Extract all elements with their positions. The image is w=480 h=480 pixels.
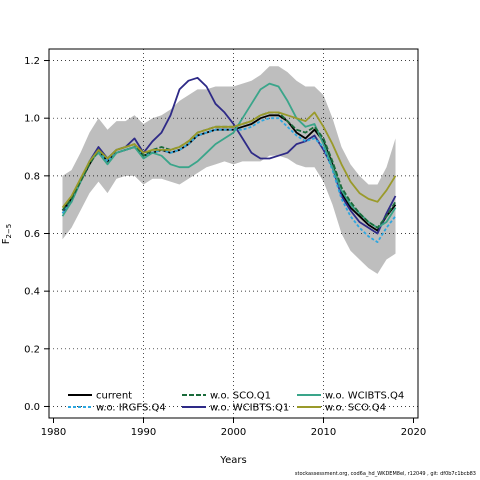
- x-tick-label: 1990: [131, 427, 156, 438]
- y-axis-title-main: F: [1, 238, 12, 244]
- x-tick-label: 2010: [311, 427, 336, 438]
- axis-layer: 1980 1990 2000 2010 2020 0.0 0.2 0.4 0.6 0.8 1.0 1.…: [24, 48, 426, 438]
- legend-label: w.o. WCIBTS.Q1: [210, 403, 289, 414]
- series-line-w-o-sco-q4: [61, 111, 397, 209]
- y-axis-title: F2−5: [1, 224, 13, 245]
- y-tick-label: 0.8: [24, 171, 40, 182]
- confidence-band: [62, 66, 396, 274]
- x-axis-title: Years: [219, 455, 246, 466]
- legend-label: w.o. IRGFS.Q4: [96, 403, 166, 414]
- y-tick-label: 0.0: [24, 402, 40, 413]
- x-tick-label: 2020: [401, 427, 426, 438]
- y-tick-label: 1.2: [24, 56, 40, 67]
- y-tick-label: 0.6: [24, 229, 40, 240]
- y-axis-title-sub: 2−5: [5, 224, 13, 239]
- confidence-band-layer: [62, 66, 396, 274]
- grid-layer: [49, 49, 418, 418]
- series-line-w-o-wcibts-q4: [61, 82, 397, 229]
- legend-label: w.o. SCO.Q1: [210, 391, 271, 402]
- series-layer: [61, 76, 397, 243]
- legend-label: current: [96, 391, 132, 402]
- legend-label: w.o. WCIBTS.Q4: [325, 391, 404, 402]
- x-tick-label: 1980: [41, 427, 66, 438]
- y-tick-label: 0.2: [24, 344, 40, 355]
- y-tick-label: 1.0: [24, 114, 40, 125]
- x-tick-label: 2000: [221, 427, 246, 438]
- y-tick-label: 0.4: [24, 287, 40, 298]
- legend-label: w.o. SCO.Q4: [325, 403, 386, 414]
- footer-credit: stockassessment.org, cod6a_hd_WKDEM8el, …: [294, 471, 476, 477]
